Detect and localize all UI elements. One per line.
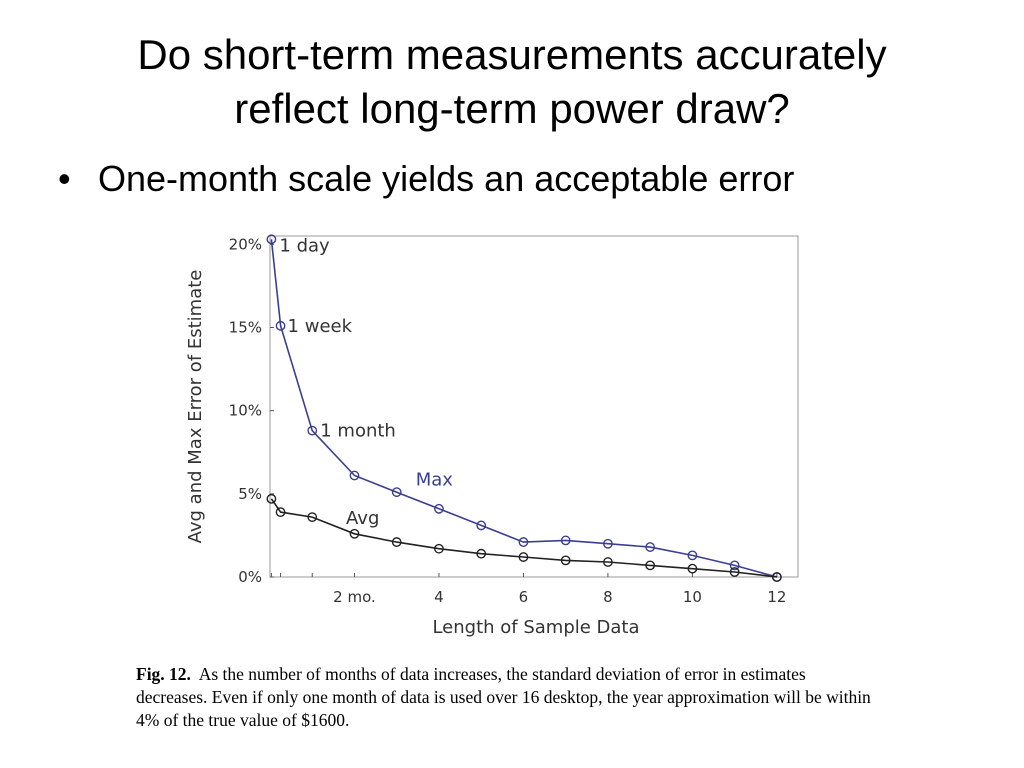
data-point-max: [560, 535, 571, 546]
data-point-max: [645, 542, 656, 552]
data-point-avg: [687, 563, 698, 574]
data-point-avg: [518, 552, 529, 562]
x-tick-label: 10: [683, 588, 702, 606]
y-axis-label: Avg and Max Error of Estimate: [185, 270, 206, 544]
x-tick-label: 4: [434, 588, 444, 606]
data-point-max: [391, 487, 402, 498]
y-tick-label: 5%: [238, 485, 262, 503]
bullet-item: • One-month scale yields an acceptable er…: [58, 156, 978, 202]
data-point-max: [518, 537, 529, 547]
annotation-label: 1 week: [288, 316, 353, 337]
annotation-label: 1 month: [320, 421, 396, 442]
figure-caption: Fig. 12. As the number of months of data…: [136, 663, 876, 732]
x-tick-label: 2 mo.: [333, 588, 376, 606]
y-tick-label: 20%: [229, 235, 262, 253]
data-point-max: [687, 550, 698, 561]
x-axis-label: Length of Sample Data: [432, 617, 639, 638]
data-point-avg: [729, 567, 740, 577]
data-point-avg: [391, 537, 402, 547]
y-tick-label: 10%: [229, 402, 262, 420]
data-point-max: [729, 560, 740, 571]
data-point-avg: [349, 528, 360, 539]
slide-title-line-2: reflect long-term power draw?: [234, 85, 790, 132]
data-point-max: [266, 234, 277, 245]
x-tick-label: 8: [603, 588, 613, 606]
data-point-max: [434, 503, 444, 514]
slide-title-line-1: Do short-term measurements accurately: [137, 31, 887, 78]
caption-label: Fig. 12.: [136, 664, 191, 684]
data-point-avg: [603, 557, 613, 567]
caption-text: As the number of months of data increase…: [136, 664, 871, 730]
data-point-avg: [560, 555, 571, 566]
data-point-max: [603, 538, 613, 549]
series-line-avg: [270, 498, 777, 578]
data-point-avg: [266, 493, 277, 504]
data-point-max: [307, 425, 318, 436]
data-point-avg: [476, 548, 487, 559]
data-point-avg: [771, 572, 782, 582]
y-tick-label: 15%: [229, 318, 262, 336]
slide-title: Do short-term measurements accurately re…: [40, 28, 984, 136]
data-point-avg: [645, 560, 656, 571]
data-point-max: [476, 520, 487, 531]
x-tick-label: 6: [519, 588, 529, 606]
series-label-max: Max: [416, 470, 454, 491]
plot-frame: [269, 235, 799, 578]
data-point-avg: [434, 543, 444, 554]
annotation-label: 1 day: [279, 235, 330, 256]
data-point-max: [275, 320, 286, 331]
bullet-dot: •: [58, 158, 71, 199]
data-point-avg: [307, 512, 318, 523]
data-point-max: [349, 470, 360, 481]
series-label-avg: Avg: [346, 508, 379, 529]
bullet-text: One-month scale yields an acceptable err…: [98, 158, 795, 199]
error-chart: 0% 5% 10% 15% 20% 2 mo. 4 6 8 10 12 Length of Sampl…: [185, 234, 799, 638]
series-line-max: [270, 239, 778, 578]
x-tick-label: 12: [767, 588, 786, 606]
y-tick-label: 0%: [238, 568, 262, 586]
data-point-avg: [275, 507, 286, 518]
